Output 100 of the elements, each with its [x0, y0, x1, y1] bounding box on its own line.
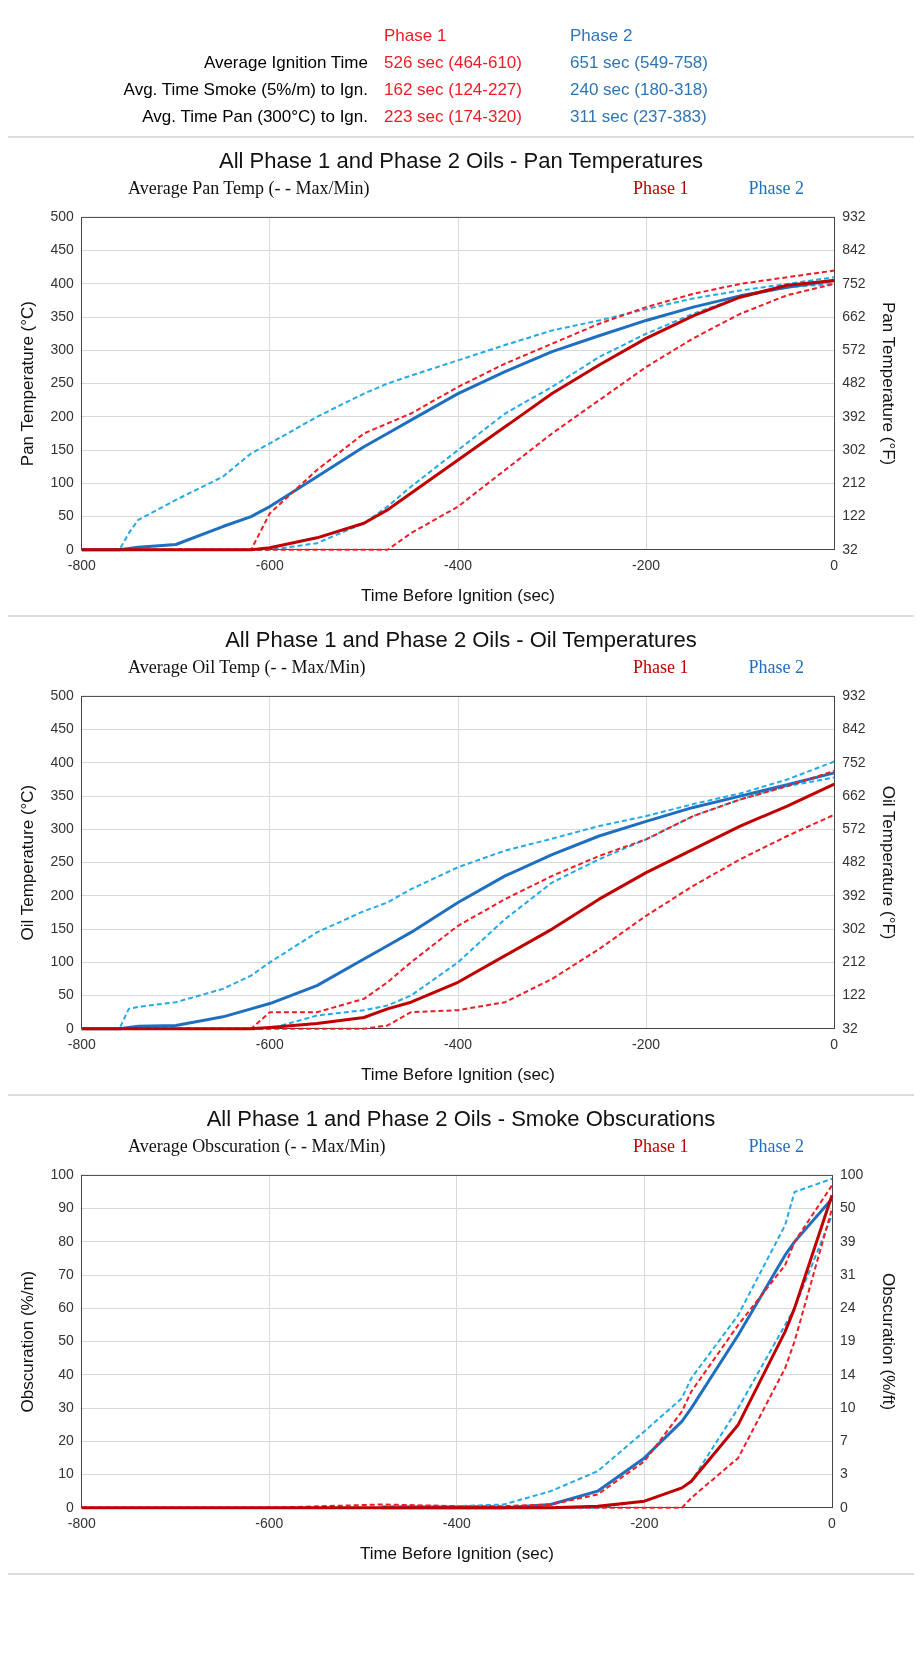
y2-tick-label: 752 — [842, 274, 866, 291]
y-tick-label: 500 — [50, 687, 74, 704]
text: 24 — [840, 1299, 856, 1316]
x-tick-label: -800 — [67, 1036, 96, 1053]
y-axis-title: Pan Temperature (°C) — [17, 300, 37, 467]
text: Phase 2 — [748, 657, 804, 678]
text: 240 sec (180-318) — [570, 80, 708, 99]
y2-tick-label: 572 — [842, 341, 866, 358]
x-tick-label: -400 — [443, 557, 473, 574]
y-tick-label: 100 — [50, 1166, 74, 1183]
y2-tick-label: 302 — [842, 919, 866, 936]
y2-tick-label: 932 — [842, 687, 866, 704]
x-axis-title: Time Before Ignition (sec) — [361, 586, 555, 606]
text: Phase 2 — [748, 1136, 804, 1157]
text: 3 — [840, 1465, 848, 1482]
y2-tick-label: 122 — [842, 986, 866, 1003]
y2-tick-label: 662 — [842, 307, 866, 324]
y-tick-label: 350 — [50, 307, 74, 324]
text: 311 sec (237-383) — [570, 107, 707, 126]
y-tick-label: 20 — [58, 1432, 74, 1449]
x-tick-label: -200 — [630, 1515, 659, 1532]
y-tick-label: 150 — [50, 919, 74, 936]
y-tick-label: 100 — [50, 474, 74, 491]
y-tick-label: 50 — [58, 1332, 74, 1349]
y-tick-label: 70 — [58, 1265, 74, 1282]
text: 14 — [840, 1365, 856, 1382]
x-tick-label: 0 — [828, 1515, 837, 1532]
text: Phase 1 — [633, 178, 689, 199]
y2-axis-title: Oil Temperature (°F) — [879, 785, 899, 940]
chart-title: All Phase 1 and Phase 2 Oils - Smoke Obscurations — [205, 1106, 717, 1132]
chart-title: All Phase 1 and Phase 2 Oils - Pan Temperatures — [218, 148, 704, 174]
y2-tick-label: 392 — [842, 886, 866, 903]
x-tick-label: -800 — [67, 557, 96, 574]
category-label: Avg. Time Pan (300°C) to Ign. — [142, 107, 368, 126]
text: 7 — [840, 1432, 848, 1449]
y2-tick-label: 482 — [842, 374, 866, 391]
y-tick-label: 350 — [50, 786, 74, 803]
y2-tick-label: 752 — [842, 753, 866, 770]
y2-tick-label: 212 — [842, 953, 866, 970]
y-tick-label: 50 — [58, 986, 74, 1003]
x-tick-label: -200 — [632, 557, 661, 574]
x-axis-title: Time Before Ignition (sec) — [359, 1544, 554, 1564]
y2-axis-title: Pan Temperature (°F) — [879, 301, 899, 466]
x-tick-label: -200 — [632, 1036, 661, 1053]
legend-title: Average Obscuration (- - Max/Min) — [128, 1136, 386, 1157]
x-tick-label: -400 — [442, 1515, 472, 1532]
x-axis-title: Time Before Ignition (sec) — [361, 1065, 555, 1085]
y-tick-label: 500 — [50, 208, 74, 225]
y-tick-label: 250 — [50, 853, 74, 870]
x-tick-label: -800 — [67, 1515, 96, 1532]
chart-title: All Phase 1 and Phase 2 Oils - Oil Temperatures — [224, 627, 698, 653]
y-tick-label: 300 — [50, 341, 74, 358]
y-tick-label: 400 — [50, 274, 74, 291]
text: 223 sec (174-320) — [384, 107, 522, 126]
y-tick-label: 80 — [58, 1232, 74, 1249]
x-tick-label: 0 — [830, 557, 839, 574]
text: 0 — [840, 1498, 848, 1515]
y-tick-label: 150 — [50, 440, 74, 457]
y2-tick-label: 572 — [842, 820, 866, 837]
text: 10 — [840, 1398, 856, 1415]
legend-title: Average Oil Temp (- - Max/Min) — [128, 657, 366, 678]
y-axis-title: Oil Temperature (°C) — [17, 784, 37, 941]
y-tick-label: 200 — [50, 407, 74, 424]
y2-tick-label: 212 — [842, 474, 866, 491]
y-tick-label: 0 — [65, 540, 74, 557]
text: 162 sec (124-227) — [384, 80, 522, 99]
text: Phase 1 — [633, 657, 689, 678]
category-label: Phase 2 — [570, 25, 634, 47]
category-label: Avg. Time Smoke (5%/m) to Ign. — [123, 80, 368, 99]
x-tick-label: -600 — [255, 557, 285, 574]
y-tick-label: 250 — [50, 374, 74, 391]
category-label: Average Ignition Time — [203, 53, 368, 72]
text: 651 sec (549-758) — [570, 53, 708, 72]
y-axis-title: Obscuration (%/m) — [17, 1270, 37, 1413]
y-tick-label: 60 — [58, 1299, 74, 1316]
legend-title: Average Pan Temp (- - Max/Min) — [128, 178, 370, 199]
y-tick-label: 0 — [65, 1019, 74, 1036]
text: 19 — [840, 1332, 856, 1349]
y-tick-label: 100 — [50, 953, 74, 970]
text: 526 sec (464-610) — [384, 53, 522, 72]
y2-tick-label: 842 — [842, 241, 866, 258]
y2-tick-label: 842 — [842, 720, 866, 737]
text: Phase 1 — [633, 1136, 689, 1157]
y-tick-label: 0 — [65, 1498, 74, 1515]
y-tick-label: 200 — [50, 886, 74, 903]
y-tick-label: 400 — [50, 753, 74, 770]
x-tick-label: -600 — [255, 1036, 285, 1053]
text: 39 — [840, 1232, 856, 1249]
y-tick-label: 450 — [50, 720, 74, 737]
text: 50 — [840, 1199, 856, 1216]
y2-tick-label: 932 — [842, 208, 866, 225]
y-tick-label: 300 — [50, 820, 74, 837]
x-tick-label: -400 — [443, 1036, 473, 1053]
y2-tick-label: 32 — [842, 1019, 859, 1036]
y-tick-label: 50 — [58, 507, 74, 524]
y2-axis-title: Obscuration (%/ft) — [879, 1273, 899, 1411]
y2-tick-label: 392 — [842, 407, 866, 424]
category-label: Phase 1 — [384, 25, 448, 47]
y2-tick-label: 32 — [842, 540, 859, 557]
y2-tick-label: 482 — [842, 853, 866, 870]
